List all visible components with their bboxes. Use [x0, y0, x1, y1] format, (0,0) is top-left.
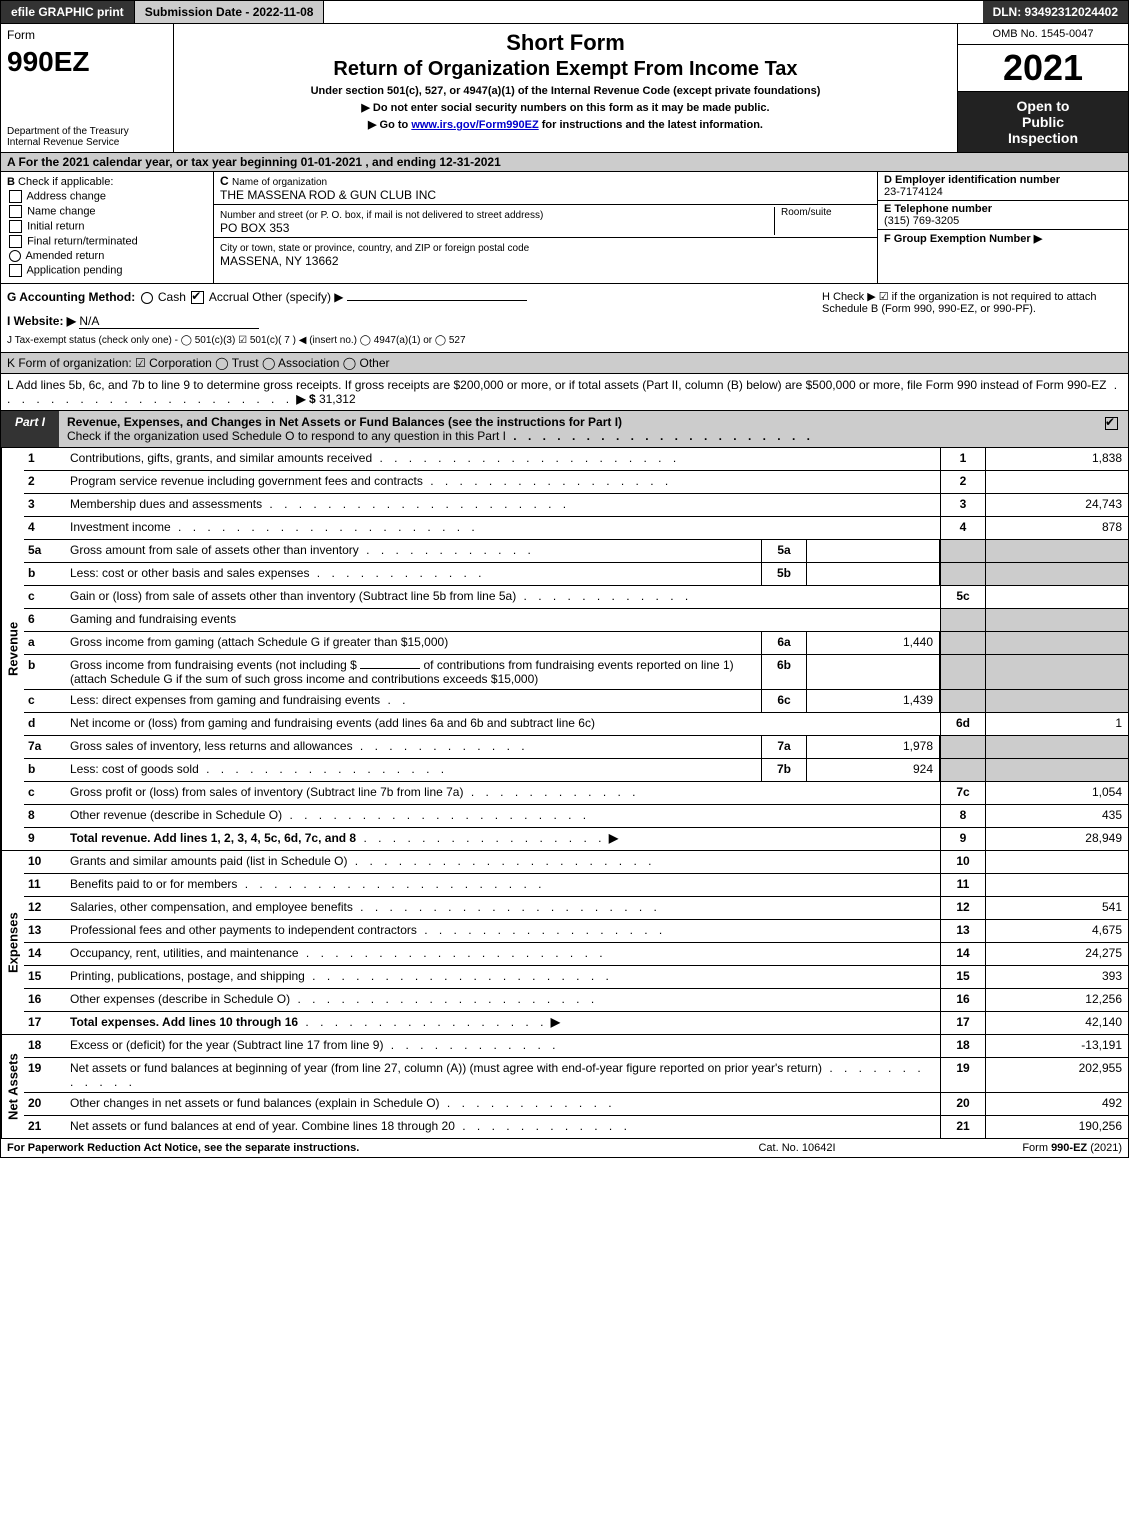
accrual-checkbox[interactable]	[191, 291, 204, 304]
line-2-value	[985, 471, 1128, 493]
line-16-value: 12,256	[985, 989, 1128, 1011]
net-assets-section: Net Assets 18 Excess or (deficit) for th…	[0, 1035, 1129, 1139]
block-l: L Add lines 5b, 6c, and 7b to line 9 to …	[0, 374, 1129, 411]
line-12-value: 541	[985, 897, 1128, 919]
line-6d-value: 1	[985, 713, 1128, 735]
header-right: OMB No. 1545-0047 2021 Open to Public In…	[958, 24, 1128, 152]
name-change-checkbox[interactable]	[9, 205, 22, 218]
omb-number: OMB No. 1545-0047	[958, 24, 1128, 45]
part-i-header: Part I Revenue, Expenses, and Changes in…	[0, 411, 1129, 448]
under-section: Under section 501(c), 527, or 4947(a)(1)…	[182, 85, 949, 97]
tax-exempt-status: J Tax-exempt status (check only one) - ◯…	[7, 335, 812, 346]
block-b-f: B Check if applicable: Address change Na…	[0, 172, 1129, 284]
open-to-public: Open to Public Inspection	[958, 92, 1128, 152]
line-9-value: 28,949	[985, 828, 1128, 850]
cash-radio[interactable]	[141, 292, 153, 304]
group-exemption-label: F Group Exemption Number ▶	[884, 233, 1042, 245]
line-5b-value	[807, 563, 940, 585]
col-def: D Employer identification number 23-7174…	[877, 172, 1128, 283]
line-13-value: 4,675	[985, 920, 1128, 942]
gross-receipts: 31,312	[319, 392, 356, 406]
efile-print-button[interactable]: efile GRAPHIC print	[1, 1, 135, 23]
cat-no: Cat. No. 10642I	[672, 1142, 922, 1154]
org-address: PO BOX 353	[220, 221, 289, 235]
telephone: (315) 769-3205	[884, 215, 959, 227]
amended-return-radio[interactable]	[9, 250, 21, 262]
title-return: Return of Organization Exempt From Incom…	[182, 58, 949, 81]
room-suite-label: Room/suite	[775, 207, 871, 235]
line-6a-value: 1,440	[807, 632, 940, 654]
irs-label: Internal Revenue Service	[7, 137, 119, 148]
final-return-checkbox[interactable]	[9, 235, 22, 248]
line-20-value: 492	[985, 1093, 1128, 1115]
expenses-section: Expenses 10 Grants and similar amounts p…	[0, 851, 1129, 1035]
line-10-value	[985, 851, 1128, 873]
org-city: MASSENA, NY 13662	[220, 254, 339, 268]
line-5c-value	[985, 586, 1128, 608]
schedule-o-checkbox[interactable]	[1105, 417, 1118, 430]
form-label: Form	[7, 28, 167, 42]
block-g-h: G Accounting Method: Cash Accrual Other …	[0, 284, 1129, 353]
title-short-form: Short Form	[182, 30, 949, 56]
other-specify-input[interactable]	[347, 300, 527, 301]
header-mid: Short Form Return of Organization Exempt…	[174, 24, 958, 152]
line-1-value: 1,838	[985, 448, 1128, 470]
header-left: Form 990EZ Department of the Treasury In…	[1, 24, 174, 152]
submission-date: Submission Date - 2022-11-08	[135, 1, 325, 23]
tax-year: 2021	[958, 45, 1128, 92]
org-name: THE MASSENA ROD & GUN CLUB INC	[220, 188, 436, 202]
part-i-title: Revenue, Expenses, and Changes in Net As…	[59, 411, 1095, 447]
line-6c-value: 1,439	[807, 690, 940, 712]
line-19-value: 202,955	[985, 1058, 1128, 1092]
address-change-checkbox[interactable]	[9, 190, 22, 203]
line-3-value: 24,743	[985, 494, 1128, 516]
block-h: H Check ▶ ☑ if the organization is not r…	[812, 290, 1122, 346]
line-17-value: 42,140	[985, 1012, 1128, 1034]
initial-return-checkbox[interactable]	[9, 220, 22, 233]
goto-link-line: ▶ Go to www.irs.gov/Form990EZ for instru…	[182, 118, 949, 131]
part-i-label: Part I	[1, 411, 59, 447]
line-21-value: 190,256	[985, 1116, 1128, 1138]
expenses-sidelabel: Expenses	[1, 851, 24, 1034]
line-7a-value: 1,978	[807, 736, 940, 758]
line-5a-value	[807, 540, 940, 562]
line-4-value: 878	[985, 517, 1128, 539]
page-footer: For Paperwork Reduction Act Notice, see …	[0, 1139, 1129, 1158]
topbar-spacer	[324, 1, 982, 23]
form-ref: Form 990-EZ (2021)	[922, 1142, 1122, 1154]
topbar: efile GRAPHIC print Submission Date - 20…	[0, 0, 1129, 24]
revenue-section: Revenue 1 Contributions, gifts, grants, …	[0, 448, 1129, 851]
row-a: A For the 2021 calendar year, or tax yea…	[0, 153, 1129, 172]
net-assets-sidelabel: Net Assets	[1, 1035, 24, 1138]
line-11-value	[985, 874, 1128, 896]
form-header: Form 990EZ Department of the Treasury In…	[0, 24, 1129, 153]
paperwork-notice: For Paperwork Reduction Act Notice, see …	[7, 1142, 672, 1154]
line-7c-value: 1,054	[985, 782, 1128, 804]
website-input: N/A	[79, 314, 259, 329]
form-number: 990EZ	[7, 46, 167, 78]
line-6b-value	[807, 655, 940, 689]
dln-number: DLN: 93492312024402	[983, 1, 1128, 23]
application-pending-checkbox[interactable]	[9, 264, 22, 277]
dept-label: Department of the Treasury	[7, 126, 129, 137]
irs-link[interactable]: www.irs.gov/Form990EZ	[411, 119, 538, 131]
revenue-sidelabel: Revenue	[1, 448, 24, 850]
ssn-warning: ▶ Do not enter social security numbers o…	[182, 101, 949, 114]
line-15-value: 393	[985, 966, 1128, 988]
line-14-value: 24,275	[985, 943, 1128, 965]
col-c: C Name of organization THE MASSENA ROD &…	[214, 172, 877, 283]
line-8-value: 435	[985, 805, 1128, 827]
col-b: B Check if applicable: Address change Na…	[1, 172, 214, 283]
block-k: K Form of organization: ☑ Corporation ◯ …	[0, 353, 1129, 374]
ein: 23-7174124	[884, 186, 943, 198]
line-18-value: -13,191	[985, 1035, 1128, 1057]
line-7b-value: 924	[807, 759, 940, 781]
